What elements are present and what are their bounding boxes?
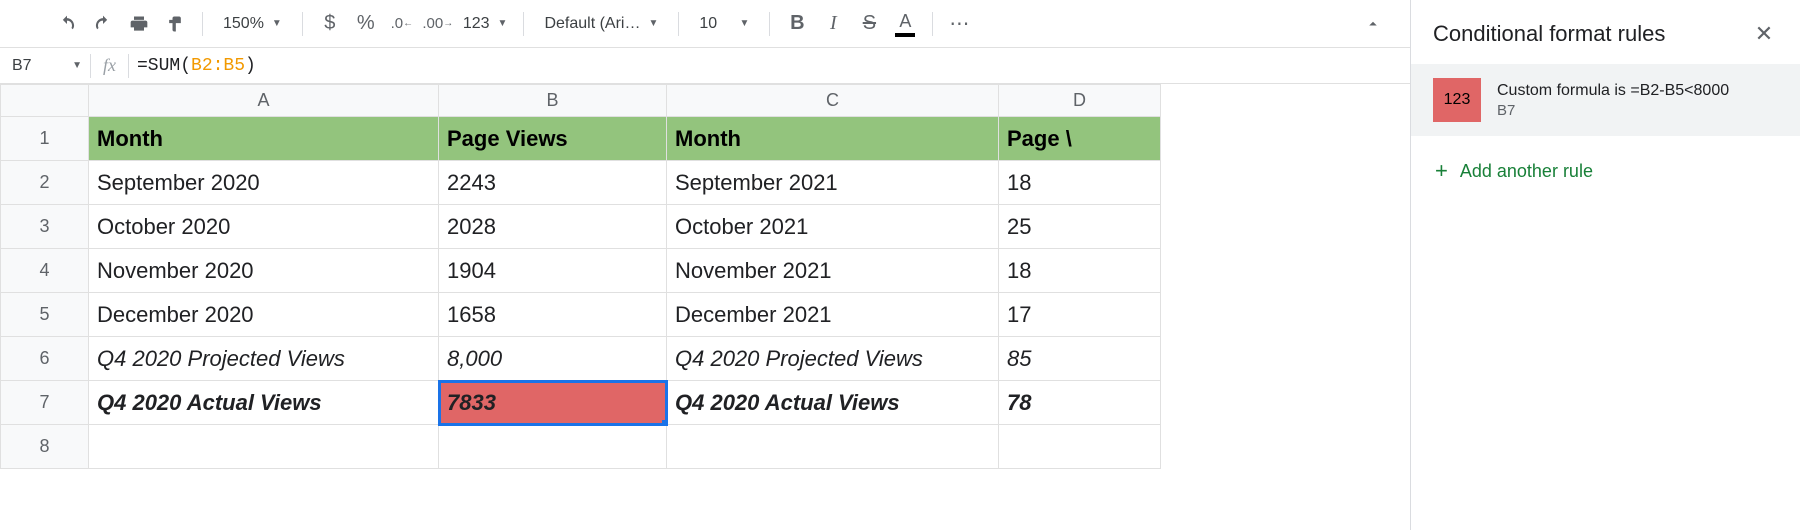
text-color-button[interactable]: A bbox=[888, 7, 922, 41]
cell-A2[interactable]: September 2020 bbox=[89, 161, 439, 205]
font-size-value: 10 bbox=[699, 15, 717, 33]
column-header-D[interactable]: D bbox=[999, 85, 1161, 117]
zoom-value: 150% bbox=[223, 15, 264, 33]
row-header-2[interactable]: 2 bbox=[1, 161, 89, 205]
grid[interactable]: ABCD1MonthPage ViewsMonthPage \2Septembe… bbox=[0, 84, 1410, 530]
currency-button[interactable]: $ bbox=[313, 7, 347, 41]
chevron-down-icon: ▼ bbox=[72, 60, 82, 71]
more-tools-button[interactable]: ⋯ bbox=[943, 7, 977, 41]
cell-A4[interactable]: November 2020 bbox=[89, 249, 439, 293]
format-rule-card[interactable]: 123 Custom formula is =B2-B5<8000 B7 bbox=[1411, 64, 1800, 136]
increase-decimal-button[interactable]: .00→ bbox=[421, 7, 455, 41]
redo-button[interactable] bbox=[86, 7, 120, 41]
strikethrough-button[interactable]: S bbox=[852, 7, 886, 41]
bold-button[interactable]: B bbox=[780, 7, 814, 41]
corner-cell[interactable] bbox=[1, 85, 89, 117]
cell-B5[interactable]: 1658 bbox=[439, 293, 667, 337]
formula-input[interactable]: =SUM(B2:B5) bbox=[129, 56, 256, 76]
cell-B4[interactable]: 1904 bbox=[439, 249, 667, 293]
panel-title: Conditional format rules bbox=[1433, 21, 1740, 47]
italic-button[interactable]: I bbox=[816, 7, 850, 41]
zoom-select[interactable]: 150% ▼ bbox=[213, 7, 292, 41]
formula-suffix: ) bbox=[245, 56, 256, 76]
name-box[interactable]: B7 ▼ bbox=[0, 57, 90, 75]
chevron-down-icon: ▼ bbox=[739, 18, 749, 29]
cell-A3[interactable]: October 2020 bbox=[89, 205, 439, 249]
cell-B6[interactable]: 8,000 bbox=[439, 337, 667, 381]
cell-C1[interactable]: Month bbox=[667, 117, 999, 161]
paint-format-button[interactable] bbox=[158, 7, 192, 41]
print-button[interactable] bbox=[122, 7, 156, 41]
cell-B8[interactable] bbox=[439, 425, 667, 469]
spreadsheet-main: 150% ▼ $ % .0← .00→ 123 ▼ Default (Ari… … bbox=[0, 0, 1410, 530]
rule-swatch: 123 bbox=[1433, 78, 1481, 122]
cell-C3[interactable]: October 2021 bbox=[667, 205, 999, 249]
cell-C8[interactable] bbox=[667, 425, 999, 469]
row-header-5[interactable]: 5 bbox=[1, 293, 89, 337]
cell-C6[interactable]: Q4 2020 Projected Views bbox=[667, 337, 999, 381]
cell-A5[interactable]: December 2020 bbox=[89, 293, 439, 337]
cell-D1[interactable]: Page \ bbox=[999, 117, 1161, 161]
column-header-B[interactable]: B bbox=[439, 85, 667, 117]
row-header-8[interactable]: 8 bbox=[1, 425, 89, 469]
toolbar: 150% ▼ $ % .0← .00→ 123 ▼ Default (Ari… … bbox=[0, 0, 1410, 48]
cell-B2[interactable]: 2243 bbox=[439, 161, 667, 205]
rule-formula-text: Custom formula is =B2-B5<8000 bbox=[1497, 82, 1778, 100]
cell-D5[interactable]: 17 bbox=[999, 293, 1161, 337]
cell-C2[interactable]: September 2021 bbox=[667, 161, 999, 205]
plus-icon: + bbox=[1435, 158, 1448, 184]
rule-range-text: B7 bbox=[1497, 102, 1778, 119]
decrease-decimal-button[interactable]: .0← bbox=[385, 7, 419, 41]
cell-B7[interactable]: 7833 bbox=[439, 381, 667, 425]
cell-D7[interactable]: 78 bbox=[999, 381, 1161, 425]
rule-description: Custom formula is =B2-B5<8000 B7 bbox=[1497, 82, 1778, 119]
cell-A8[interactable] bbox=[89, 425, 439, 469]
cell-D3[interactable]: 25 bbox=[999, 205, 1161, 249]
cell-A7[interactable]: Q4 2020 Actual Views bbox=[89, 381, 439, 425]
cell-reference: B7 bbox=[12, 57, 32, 75]
collapse-toolbar-button[interactable] bbox=[1356, 7, 1390, 41]
row-header-1[interactable]: 1 bbox=[1, 117, 89, 161]
row-header-4[interactable]: 4 bbox=[1, 249, 89, 293]
percent-button[interactable]: % bbox=[349, 7, 383, 41]
undo-button[interactable] bbox=[50, 7, 84, 41]
cell-C7[interactable]: Q4 2020 Actual Views bbox=[667, 381, 999, 425]
row-header-7[interactable]: 7 bbox=[1, 381, 89, 425]
cell-A1[interactable]: Month bbox=[89, 117, 439, 161]
conditional-format-panel: Conditional format rules ✕ 123 Custom fo… bbox=[1410, 0, 1800, 530]
panel-header: Conditional format rules ✕ bbox=[1411, 0, 1800, 64]
cell-C4[interactable]: November 2021 bbox=[667, 249, 999, 293]
cell-C5[interactable]: December 2021 bbox=[667, 293, 999, 337]
formula-prefix: =SUM( bbox=[137, 56, 191, 76]
cell-B3[interactable]: 2028 bbox=[439, 205, 667, 249]
cell-D4[interactable]: 18 bbox=[999, 249, 1161, 293]
chevron-down-icon: ▼ bbox=[648, 18, 658, 29]
cell-D8[interactable] bbox=[999, 425, 1161, 469]
add-rule-button[interactable]: + Add another rule bbox=[1411, 136, 1800, 206]
row-header-6[interactable]: 6 bbox=[1, 337, 89, 381]
font-size-select[interactable]: 10 ▼ bbox=[689, 7, 759, 41]
cell-B1[interactable]: Page Views bbox=[439, 117, 667, 161]
cell-A6[interactable]: Q4 2020 Projected Views bbox=[89, 337, 439, 381]
chevron-down-icon: ▼ bbox=[272, 18, 282, 29]
swatch-text: 123 bbox=[1444, 91, 1471, 109]
close-panel-button[interactable]: ✕ bbox=[1750, 20, 1778, 48]
font-select[interactable]: Default (Ari… ▼ bbox=[534, 7, 668, 41]
column-header-A[interactable]: A bbox=[89, 85, 439, 117]
chevron-down-icon: ▼ bbox=[498, 18, 508, 29]
add-rule-label: Add another rule bbox=[1460, 161, 1593, 182]
formula-range: B2:B5 bbox=[191, 56, 245, 76]
font-name: Default (Ari… bbox=[544, 15, 640, 33]
format-select[interactable]: 123 ▼ bbox=[457, 7, 514, 41]
column-header-C[interactable]: C bbox=[667, 85, 999, 117]
fx-icon: fx bbox=[91, 55, 128, 76]
formula-bar: B7 ▼ fx =SUM(B2:B5) bbox=[0, 48, 1410, 84]
format-label: 123 bbox=[463, 15, 490, 33]
cell-D2[interactable]: 18 bbox=[999, 161, 1161, 205]
cell-D6[interactable]: 85 bbox=[999, 337, 1161, 381]
row-header-3[interactable]: 3 bbox=[1, 205, 89, 249]
